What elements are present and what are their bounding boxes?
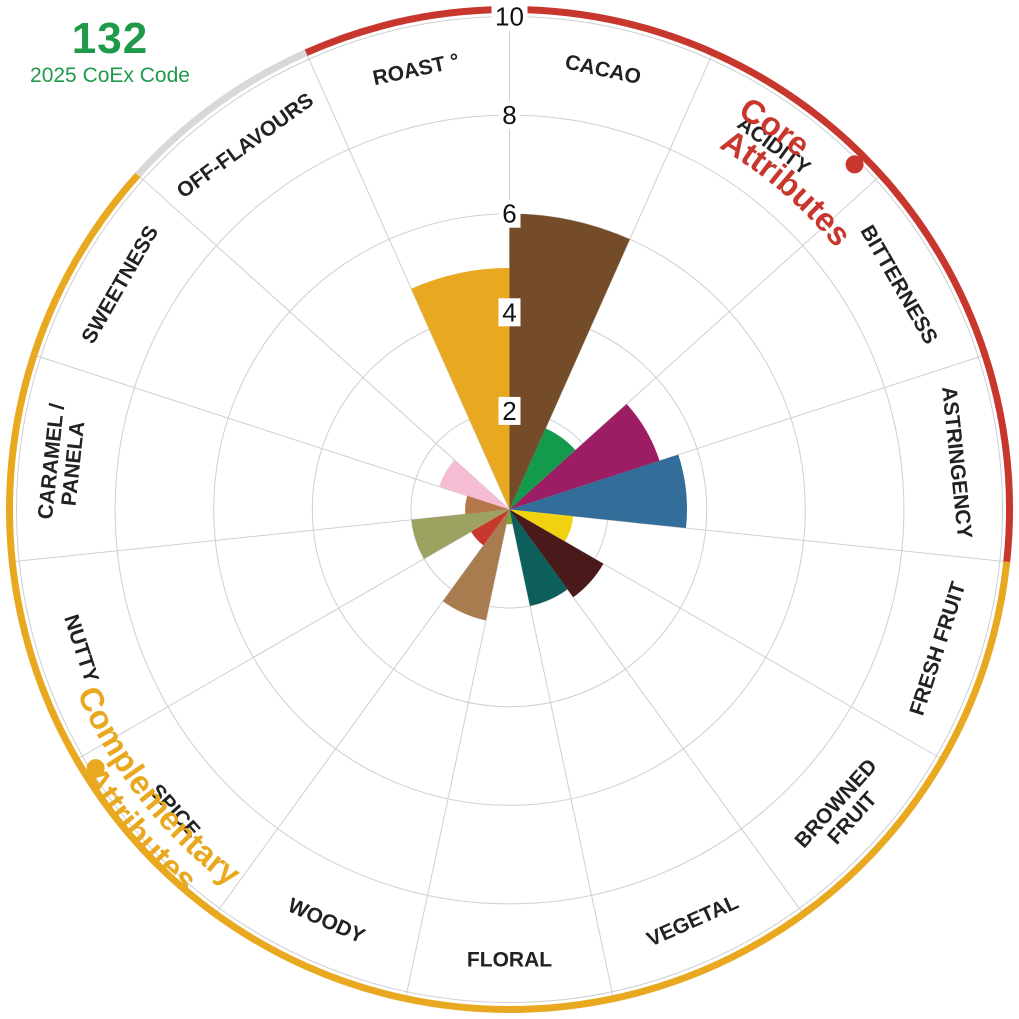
- category-label-caramel-panela: CARAMEL /PANELA: [34, 402, 91, 523]
- category-label-floral: FLORAL: [467, 949, 552, 972]
- bar-astringency: [509, 454, 687, 529]
- category-label-astringency: ASTRINGENCY: [937, 385, 976, 539]
- grid-spoke: [12, 509, 510, 563]
- category-label-browned-fruit: BROWNEDFRUIT: [790, 755, 898, 867]
- tick-label-bg: [491, 2, 528, 31]
- code-label: 2025 CoEx Code: [30, 64, 190, 87]
- complementary-arc: [6, 172, 1011, 1013]
- bar-sweetness: [439, 460, 510, 510]
- category-label-fresh-fruit: FRESH FRUIT: [906, 579, 971, 718]
- tick-labels: 2 4 6 8 10: [491, 2, 528, 426]
- grid-spoke: [76, 509, 510, 760]
- bar-vegetal: [509, 509, 568, 606]
- bar-bitterness: [509, 403, 660, 510]
- roast-arc: [304, 6, 493, 56]
- tick-label-bg: [498, 101, 521, 130]
- bar-browned-fruit: [509, 509, 604, 598]
- category-label-woody: WOODY: [284, 894, 368, 948]
- bar-roast: [411, 267, 510, 510]
- category-label-vegetal: VEGETAL: [643, 891, 742, 952]
- bar-spice: [471, 509, 510, 546]
- code-number: 132: [71, 14, 149, 63]
- complementary-marker-dot: [86, 759, 105, 778]
- category-label-cacao: CACAO: [563, 51, 643, 90]
- bar-woody: [442, 509, 510, 621]
- bar-caramel-panela: [465, 495, 510, 515]
- grid-spoke: [33, 354, 510, 510]
- bars: [411, 213, 687, 621]
- tick-label-bg: [498, 199, 521, 228]
- bar-cacao: [509, 213, 630, 510]
- bar-nutty: [411, 509, 510, 559]
- category-label-nutty: NUTTY: [59, 612, 103, 686]
- tick-label: 4: [502, 297, 516, 327]
- tick-label: 8: [502, 100, 516, 130]
- core-marker-dot: [845, 155, 864, 174]
- grid-spoke: [137, 174, 510, 510]
- category-label-off-flavours: OFF-FLAVOURS: [173, 89, 318, 203]
- core-arc: [526, 6, 1013, 563]
- tick-label-bg: [498, 396, 521, 425]
- bar-fresh-fruit: [509, 509, 574, 542]
- grid-spoke: [509, 509, 614, 999]
- tick-label: 10: [495, 2, 524, 32]
- tick-label: 6: [502, 199, 516, 229]
- group-arcs: [6, 6, 1013, 1013]
- off-flavours-arc: [135, 49, 308, 178]
- category-label-roast: ROAST °: [371, 49, 462, 90]
- tick-label-bg: [498, 298, 521, 327]
- bar-floral: [506, 509, 513, 525]
- bar-acidity: [509, 428, 576, 510]
- tick-label: 2: [502, 396, 516, 426]
- grid-spoke: [215, 509, 510, 915]
